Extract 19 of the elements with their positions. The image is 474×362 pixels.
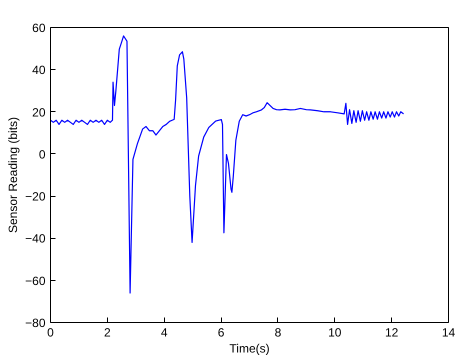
x-tick-label: 14 <box>442 326 456 340</box>
y-tick-label: 40 <box>32 63 46 78</box>
x-tick-label: 8 <box>274 326 282 340</box>
y-tick-label: −20 <box>25 190 46 204</box>
x-tick-label: 12 <box>384 326 399 340</box>
y-tick-label: −40 <box>25 232 46 246</box>
x-tick-label: 6 <box>218 326 225 340</box>
y-tick-label: −80 <box>25 316 46 330</box>
y-tick-label: 60 <box>32 21 46 35</box>
y-tick-label: 20 <box>32 105 46 120</box>
x-tick-label: 2 <box>104 326 112 340</box>
y-tick-label: 0 <box>38 147 46 162</box>
line-series <box>50 35 404 294</box>
y-axis-title: Sensor Reading (bits) <box>6 116 20 234</box>
x-tick-label: 0 <box>47 326 54 340</box>
x-tick-label: 10 <box>328 326 342 340</box>
x-axis-title: Time(s) <box>229 342 270 356</box>
x-tick-label: 4 <box>160 326 168 340</box>
y-tick-label: −60 <box>25 274 46 288</box>
